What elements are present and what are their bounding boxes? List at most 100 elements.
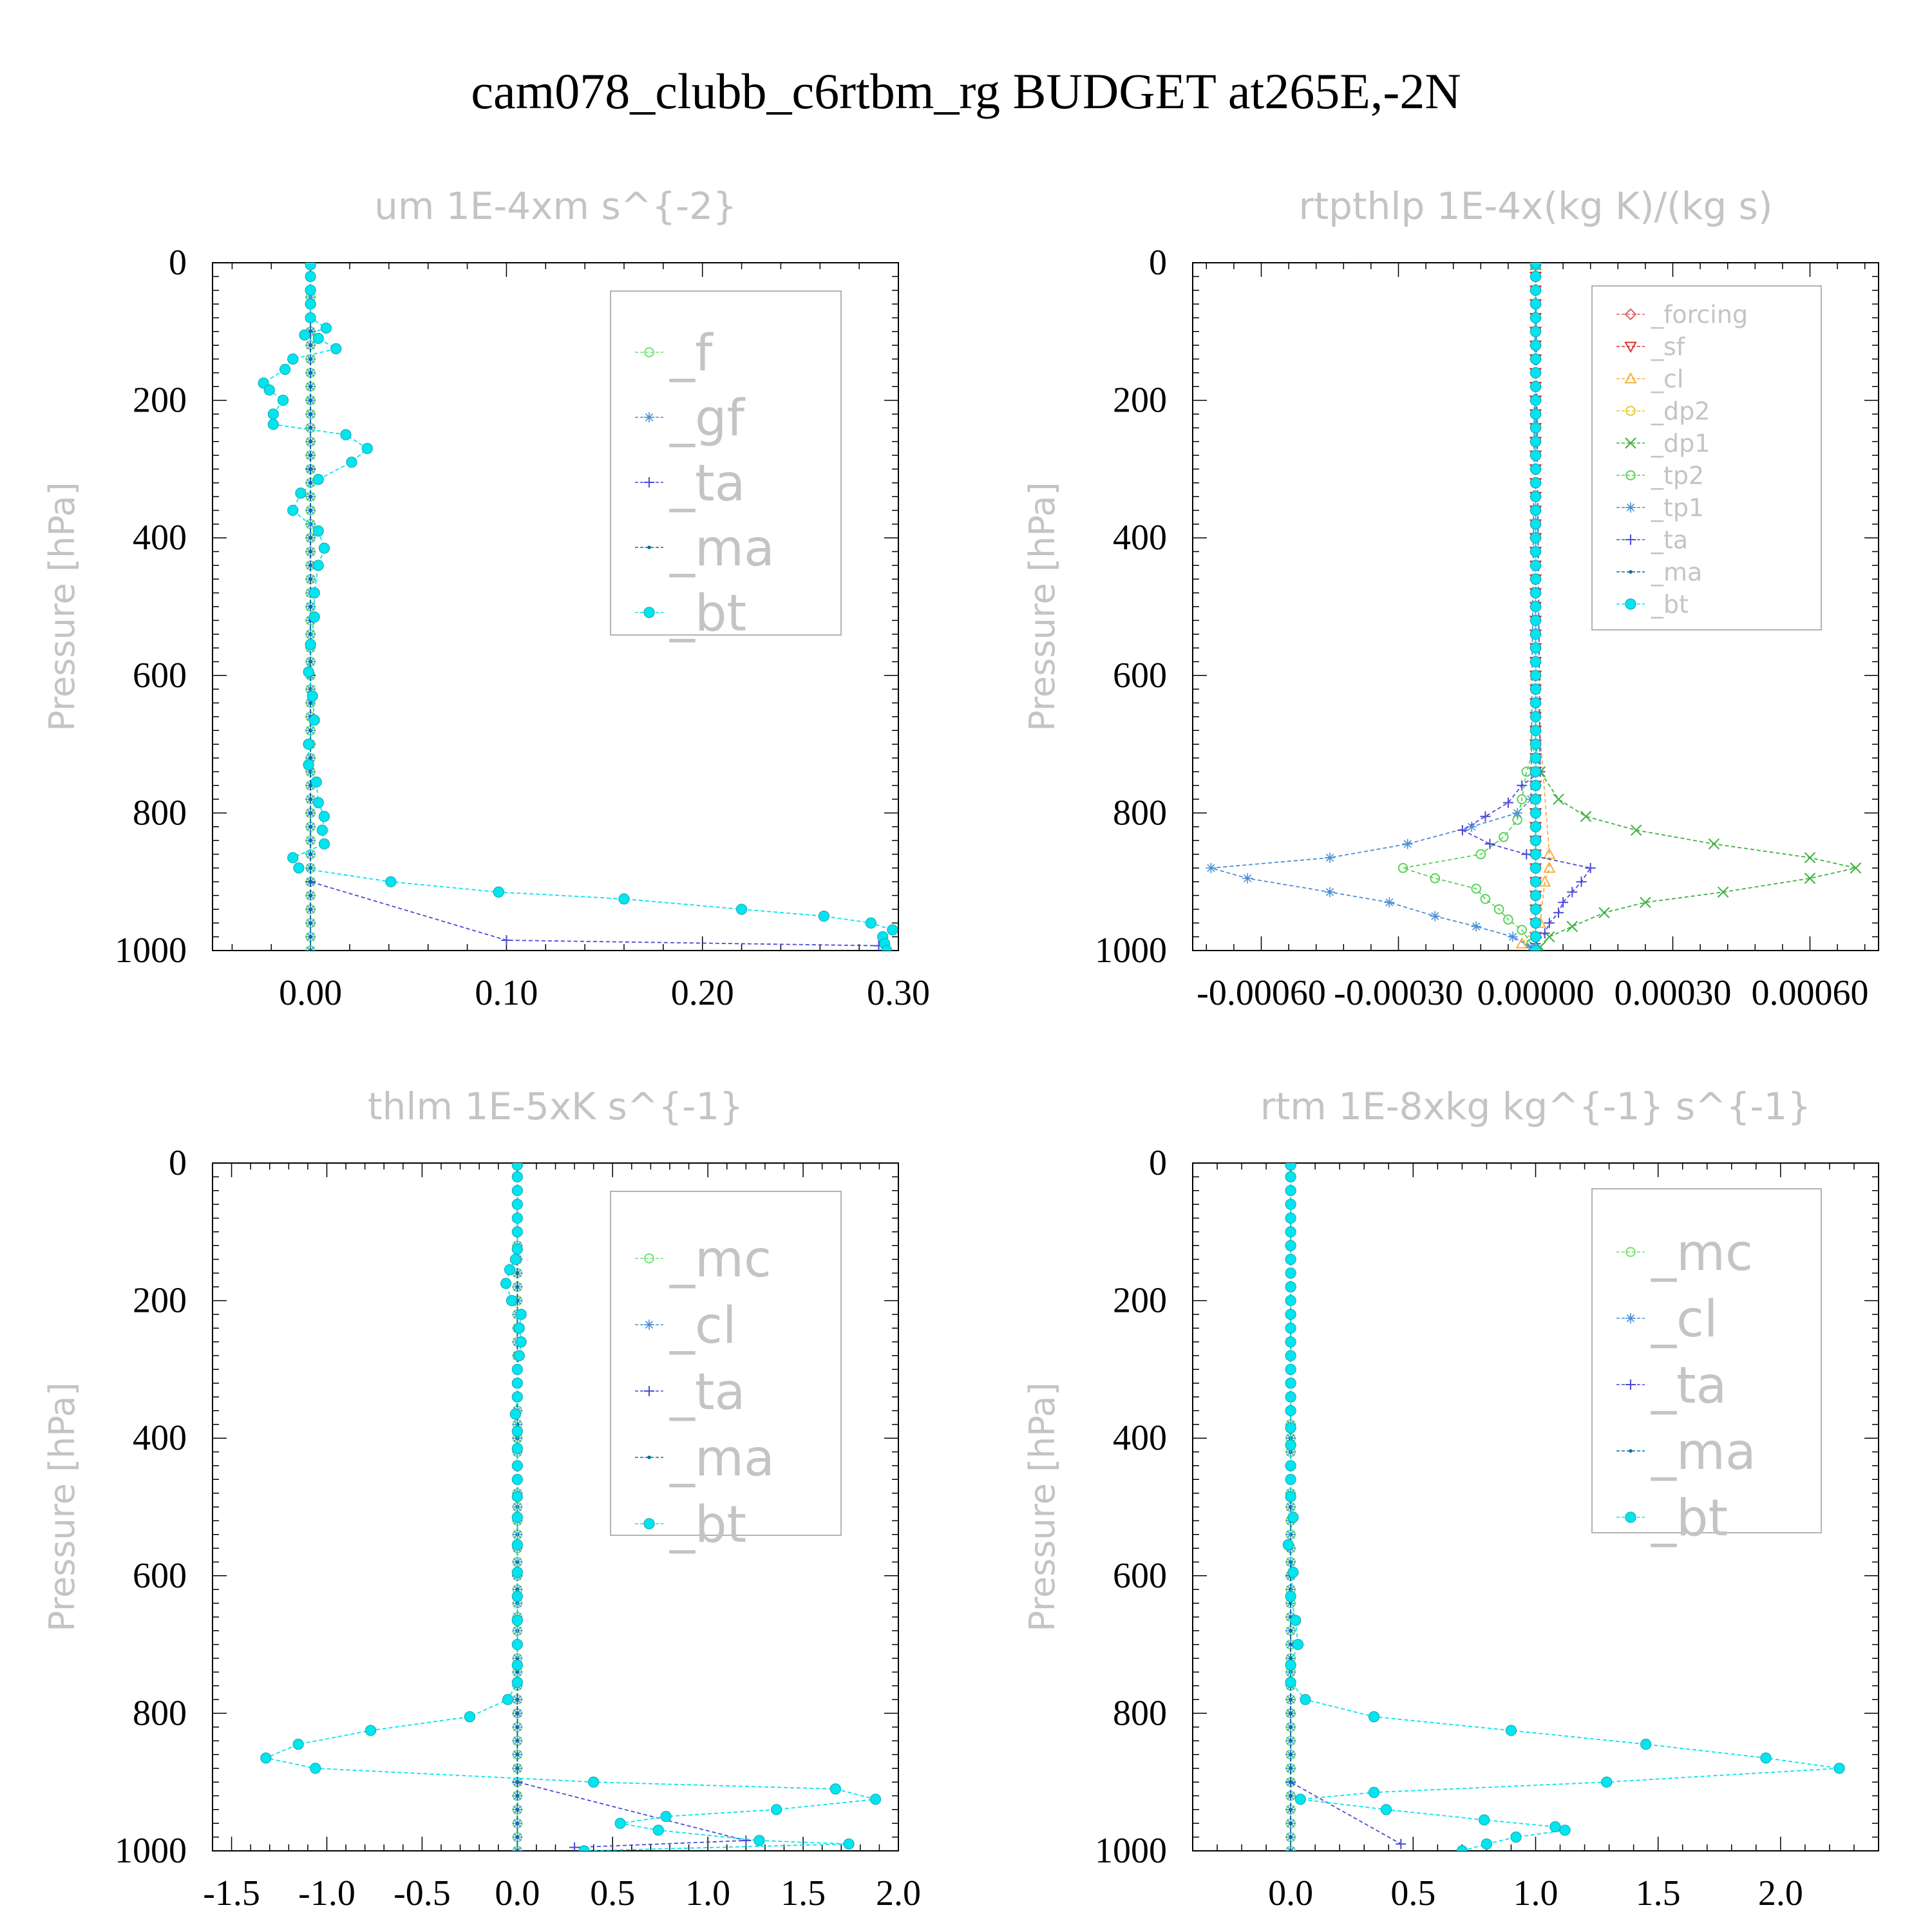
data-point: [1289, 1849, 1293, 1851]
data-point: [1368, 1711, 1380, 1723]
data-point: [843, 1838, 855, 1850]
data-point: [1480, 894, 1491, 904]
data-point: [308, 577, 312, 582]
legend-marker: [1625, 470, 1636, 480]
y-tick-label: 600: [1113, 656, 1167, 696]
series-line: [1535, 265, 1856, 948]
legend-label: _bt: [669, 585, 746, 643]
data-point: [260, 1752, 272, 1764]
data-point: [1475, 849, 1486, 860]
y-tick-label: 0: [169, 1143, 187, 1183]
panel-title: rtm 1E-8xkg kg^{-1} s^{-1}: [1260, 1084, 1812, 1128]
data-point: [869, 1794, 882, 1805]
data-point: [511, 1660, 523, 1671]
data-point: [1285, 1460, 1296, 1472]
data-point: [308, 357, 312, 361]
data-point: [1206, 862, 1217, 873]
data-point: [305, 298, 316, 310]
data-point: [1585, 862, 1596, 873]
data-point: [361, 442, 373, 454]
data-point: [1530, 656, 1542, 668]
y-tick-label: 400: [133, 518, 187, 558]
data-point: [1549, 1821, 1561, 1833]
data-point: [515, 1560, 520, 1564]
data-point: [511, 1511, 523, 1523]
data-point: [312, 797, 324, 808]
data-point: [1285, 1405, 1296, 1417]
y-tick-label: 800: [1113, 1693, 1167, 1733]
data-point: [1289, 1629, 1293, 1633]
plot-area: [260, 1163, 882, 1851]
data-point: [308, 439, 312, 444]
data-point: [308, 852, 312, 857]
y-tick-label: 200: [1113, 381, 1167, 421]
data-point: [305, 639, 316, 650]
data-point: [652, 1824, 664, 1836]
data-point: [511, 1539, 523, 1551]
legend-label: _bt: [1651, 591, 1689, 619]
data-point: [511, 1639, 523, 1651]
data-point: [1289, 1642, 1293, 1647]
data-point: [308, 866, 312, 870]
data-point: [1285, 1591, 1296, 1602]
data-point: [292, 1738, 304, 1750]
data-point: [1530, 504, 1542, 516]
data-point: [1530, 560, 1542, 571]
data-point: [1289, 1780, 1293, 1784]
legend-label: _ta: [669, 455, 745, 513]
data-point: [308, 659, 312, 664]
y-axis-label: Pressure [hPa]: [1022, 1382, 1063, 1631]
data-point: [1481, 1838, 1493, 1850]
data-point: [308, 632, 312, 636]
data-point: [308, 797, 312, 801]
data-point: [1242, 873, 1253, 884]
data-point: [1289, 1821, 1293, 1826]
data-point: [1505, 1725, 1517, 1736]
legend-box: [1591, 285, 1822, 630]
data-point: [515, 1698, 520, 1701]
data-point: [511, 1363, 523, 1375]
data-point: [1512, 808, 1523, 819]
data-point: [515, 1835, 520, 1839]
data-point: [588, 1776, 600, 1788]
data-point: [887, 924, 898, 936]
y-tick-label: 600: [133, 1556, 187, 1596]
legend-marker: [644, 1320, 654, 1330]
data-point: [1510, 1832, 1522, 1843]
data-point: [308, 783, 312, 788]
data-point: [1530, 862, 1542, 874]
data-point: [1544, 918, 1555, 929]
data-point: [515, 1336, 527, 1348]
legend-label: _gf: [669, 390, 746, 448]
data-point: [1289, 1739, 1293, 1743]
data-point: [1402, 838, 1413, 849]
data-point: [1287, 1566, 1299, 1578]
data-point: [515, 1808, 520, 1812]
data-point: [1325, 887, 1335, 898]
data-point: [881, 945, 893, 951]
data-point: [308, 811, 312, 815]
data-point: [308, 880, 312, 884]
data-point: [330, 343, 342, 355]
y-tick-label: 200: [133, 381, 187, 421]
x-tick-label: 1.5: [1636, 1873, 1681, 1913]
y-ticks: [213, 262, 898, 951]
data-point: [818, 911, 829, 922]
data-point: [511, 1425, 523, 1437]
data-point: [1630, 824, 1642, 836]
x-tick-label: 0.30: [867, 973, 930, 1013]
data-point: [1289, 1835, 1293, 1839]
x-ticks: [1206, 263, 1866, 951]
data-point: [1530, 780, 1542, 791]
plot-area: [1206, 263, 1862, 951]
legend-marker: [643, 1518, 655, 1530]
data-point: [303, 739, 314, 750]
data-point: [511, 1615, 523, 1626]
legend-label: _ma: [669, 1430, 775, 1488]
legend-marker: [1624, 308, 1637, 321]
legend-label: _ta: [1651, 1357, 1727, 1415]
data-point: [511, 1212, 523, 1224]
data-point: [1285, 1295, 1296, 1307]
data-point: [1833, 1763, 1845, 1774]
series-line: [1211, 265, 1537, 948]
